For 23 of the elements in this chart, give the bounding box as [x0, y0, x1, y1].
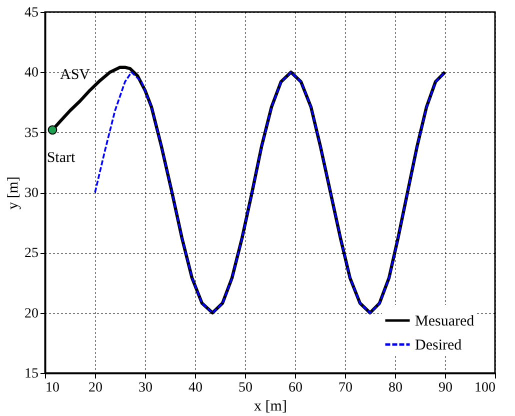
x-tick-label: 40 [188, 380, 202, 396]
annotation: ASV [60, 67, 90, 83]
y-tick-label: 15 [24, 366, 38, 382]
y-tick-label: 20 [24, 306, 38, 322]
x-tick-label: 10 [46, 380, 60, 396]
x-tick-label: 20 [88, 380, 102, 396]
x-tick-label: 60 [288, 380, 302, 396]
x-tick-label: 70 [338, 380, 352, 396]
x-tick-label: 100 [474, 380, 496, 396]
y-tick-label: 40 [24, 66, 38, 81]
y-tick-label: 35 [24, 126, 38, 141]
x-tick-label: 30 [138, 380, 152, 396]
legend-label: Desired [415, 338, 462, 354]
x-tick-label: 90 [438, 380, 452, 396]
y-tick-label: 25 [24, 246, 38, 262]
legend-label: Mesuared [415, 314, 475, 330]
annotation: Start [46, 150, 76, 166]
y-axis-title: y [m] [6, 176, 22, 210]
x-axis-title: x [m] [254, 398, 287, 414]
x-tick-label: 80 [388, 380, 402, 396]
y-tick-label: 45 [24, 6, 38, 20]
x-tick-label: 50 [238, 380, 252, 396]
y-tick-label: 30 [24, 186, 38, 201]
